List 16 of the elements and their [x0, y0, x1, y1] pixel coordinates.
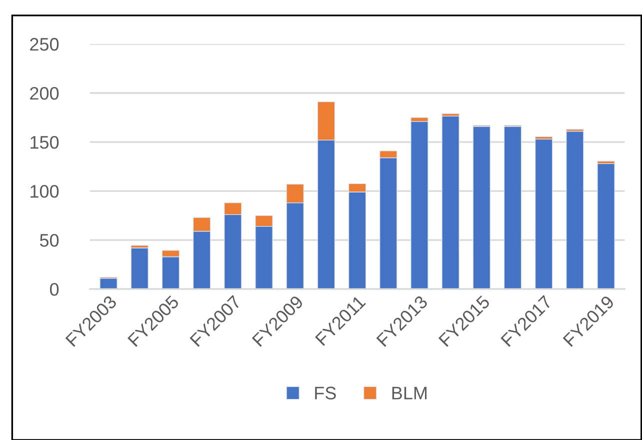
y-tick-label: 150: [30, 136, 59, 149]
legend-label: FS: [315, 386, 336, 400]
bar: [130, 248, 149, 290]
bar: [410, 121, 428, 290]
bar: [504, 126, 522, 290]
bar: [472, 126, 491, 290]
legend-label: BLM: [392, 386, 427, 400]
y-tick-label: 250: [30, 38, 59, 51]
bar: [442, 116, 460, 290]
y-tick-label: 100: [30, 184, 59, 198]
bar: [566, 130, 584, 290]
y-tick-label: 0: [50, 283, 59, 296]
y-tick-label: 50: [40, 234, 59, 247]
bar: [597, 163, 615, 290]
bar: [534, 138, 553, 290]
y-tick-label: 200: [30, 86, 59, 100]
